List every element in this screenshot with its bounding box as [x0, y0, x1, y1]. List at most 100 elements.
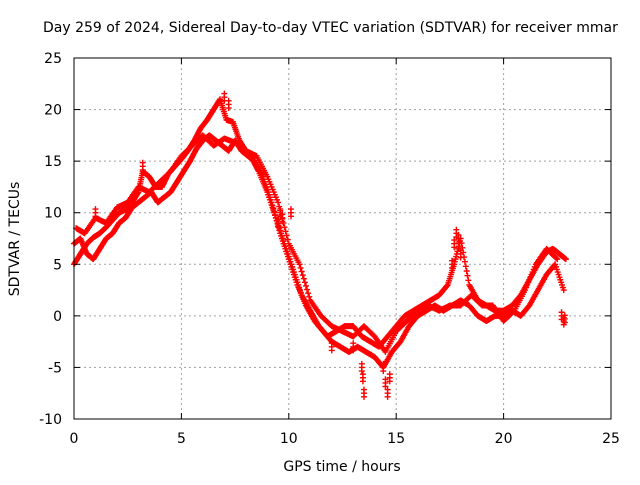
grid — [74, 58, 611, 419]
x-tick-labels: 0 5 10 15 20 25 — [70, 431, 620, 447]
data-point-spikes — [275, 223, 282, 230]
data-point-spikes — [451, 244, 458, 251]
y-tick-label: 0 — [53, 309, 62, 325]
data-point-spikes — [386, 371, 393, 378]
chart-title: Day 259 of 2024, Sidereal Day-to-day VTE… — [43, 20, 618, 36]
data-point-track-b — [270, 205, 277, 212]
data-point-track-a — [458, 240, 465, 247]
data-point-spikes — [384, 386, 391, 393]
data-point-spikes — [139, 159, 146, 166]
data-point-spikes — [561, 319, 568, 326]
data-point-spikes — [558, 309, 565, 316]
data-point-track-c — [298, 268, 305, 275]
data-point-spikes — [328, 347, 335, 354]
x-axis-label: GPS time / hours — [283, 459, 400, 475]
data-point-track-c — [283, 232, 290, 239]
data-point-track-a — [562, 256, 569, 263]
x-tick-label: 20 — [495, 431, 513, 447]
data-point-spikes — [384, 393, 391, 400]
data-point-spikes — [449, 264, 456, 271]
data-point-track-a — [443, 282, 450, 289]
y-tick-label: 10 — [44, 206, 62, 222]
data-point-spikes — [359, 371, 366, 378]
data-point-track-b — [271, 208, 278, 215]
plot-frame — [73, 57, 612, 420]
data-point-spikes — [92, 213, 99, 220]
data-point-track-c — [282, 228, 289, 235]
data-points — [71, 90, 569, 400]
data-point-track-c — [301, 279, 308, 286]
data-point-track-c — [299, 272, 306, 279]
data-point-spikes — [287, 206, 294, 213]
data-point-track-a — [463, 267, 470, 274]
y-axis-label: SDTVAR / TECUs — [7, 182, 23, 297]
data-point-spikes — [455, 231, 462, 238]
data-point-spikes — [221, 90, 228, 97]
data-point-spikes — [449, 257, 456, 264]
data-point-track-c — [284, 236, 291, 243]
data-point-track-c — [297, 264, 304, 271]
data-point-spikes — [457, 247, 464, 254]
y-tick-labels: -10 -5 0 5 10 15 20 25 — [39, 51, 62, 428]
x-tick-label: 25 — [602, 431, 620, 447]
data-point-track-c — [275, 199, 282, 206]
data-point-track-c — [554, 256, 561, 263]
data-point-spikes — [225, 97, 232, 104]
data-point-spikes — [455, 239, 462, 246]
data-point-spikes — [279, 211, 286, 218]
data-point-track-c — [306, 293, 313, 300]
data-point-track-a — [464, 272, 471, 279]
y-tick-label: 5 — [53, 257, 62, 273]
data-point-track-c — [553, 255, 560, 262]
data-point-track-a — [462, 263, 469, 270]
data-point-track-b — [560, 287, 567, 294]
data-point-spikes — [275, 216, 282, 223]
y-tick-label: 25 — [44, 51, 62, 67]
data-point-spikes — [359, 378, 366, 385]
data-point-track-b — [268, 199, 275, 206]
y-tick-label: -5 — [48, 360, 62, 376]
data-point-spikes — [358, 360, 365, 367]
data-point-track-c — [302, 282, 309, 289]
data-point-spikes — [386, 378, 393, 385]
data-point-track-b — [272, 211, 279, 218]
axis-ticks — [73, 57, 612, 420]
data-point-track-a — [461, 258, 468, 265]
data-point-spikes — [382, 383, 389, 390]
data-point-spikes — [358, 368, 365, 375]
data-point-track-c — [281, 224, 288, 231]
y-tick-label: 20 — [44, 103, 62, 119]
data-point-track-b — [276, 227, 283, 234]
data-point-spikes — [561, 312, 568, 319]
data-point-spikes — [92, 206, 99, 213]
data-point-spikes — [382, 376, 389, 383]
data-point-spikes — [279, 218, 286, 225]
data-point-track-c — [305, 290, 312, 297]
data-point-spikes — [380, 368, 387, 375]
y-tick-label: 15 — [44, 154, 62, 170]
data-point-track-b — [269, 202, 276, 209]
data-point-track-c — [510, 308, 517, 315]
data-point-spikes — [453, 226, 460, 233]
data-point-spikes — [287, 213, 294, 220]
x-tick-label: 10 — [280, 431, 298, 447]
data-point-spikes — [350, 340, 357, 347]
data-point-spikes — [225, 105, 232, 112]
data-point-spikes — [457, 254, 464, 261]
x-tick-label: 0 — [70, 431, 79, 447]
data-point-spikes — [360, 393, 367, 400]
data-point-spikes — [277, 206, 284, 213]
data-point-track-c — [296, 261, 303, 268]
data-point-track-a — [465, 277, 472, 284]
data-point-spikes — [451, 237, 458, 244]
y-tick-label: -10 — [39, 412, 62, 428]
data-point-spikes — [360, 386, 367, 393]
data-point-spikes — [328, 340, 335, 347]
x-tick-label: 15 — [387, 431, 405, 447]
data-point-track-c — [304, 286, 311, 293]
data-point-spikes — [139, 166, 146, 173]
data-point-spikes — [380, 360, 387, 367]
data-point-track-c — [300, 275, 307, 282]
